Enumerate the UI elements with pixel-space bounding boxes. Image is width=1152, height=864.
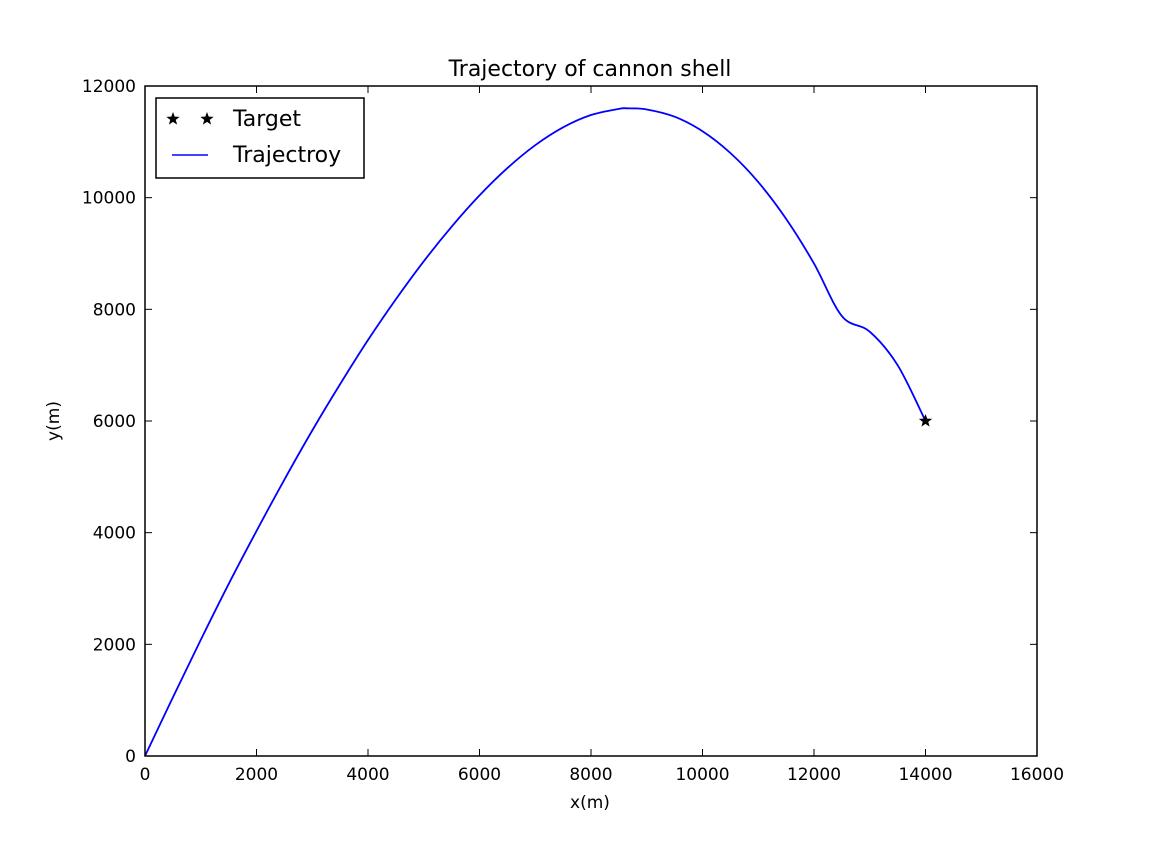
x-tick-label: 12000: [787, 765, 841, 785]
legend-label-trajectory: Trajectroy: [232, 143, 341, 168]
legend-label-target: Target: [232, 107, 301, 132]
chart-title: Trajectory of cannon shell: [448, 57, 732, 82]
y-tick-label: 12000: [82, 77, 136, 97]
x-axis-label: x(m): [570, 793, 610, 813]
y-tick-label: 4000: [93, 524, 136, 544]
y-tick-label: 8000: [93, 300, 136, 320]
target-marker: [918, 414, 933, 427]
y-tick-label: 0: [125, 747, 136, 767]
y-tick-label: 10000: [82, 189, 136, 209]
legend-star-icon: [200, 112, 214, 125]
x-tick-label: 14000: [898, 765, 952, 785]
trajectory-line: [144, 107, 927, 757]
x-tick-label: 0: [140, 765, 151, 785]
x-tick-label: 4000: [346, 765, 389, 785]
y-tick-label: 6000: [93, 412, 136, 432]
series-layer: [144, 107, 933, 757]
x-tick-label: 16000: [1010, 765, 1064, 785]
legend-target-marker: [166, 112, 214, 125]
legend-star-icon: [166, 112, 180, 125]
legend: Target Trajectroy: [155, 97, 365, 179]
plot-background: [145, 86, 1037, 756]
y-tick-label: 2000: [93, 635, 136, 655]
x-tick-label: 8000: [569, 765, 612, 785]
x-tick-label: 10000: [675, 765, 729, 785]
y-axis-label: y(m): [44, 401, 64, 441]
x-tick-label: 6000: [458, 765, 501, 785]
plot-area: [144, 85, 1038, 757]
x-tick-label: 2000: [235, 765, 278, 785]
legend-box: [155, 97, 365, 179]
ticks-layer: 0 2000 4000 6000 8000 10000 12000 14000 16000 0 20…: [82, 77, 1064, 785]
